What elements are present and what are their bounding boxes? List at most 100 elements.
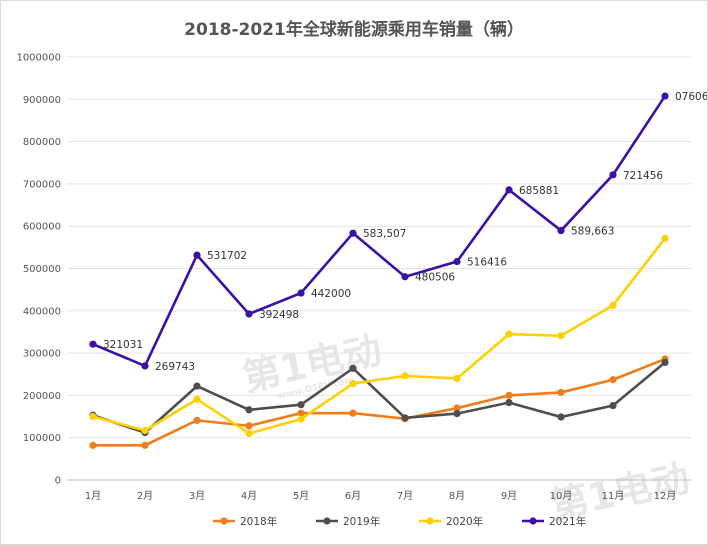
y-tick-label: 500000	[23, 264, 61, 275]
data-point	[661, 358, 669, 367]
y-tick-label: 100000	[23, 433, 61, 444]
data-label: 392498	[259, 309, 299, 321]
data-point	[609, 401, 617, 410]
grid-lines	[67, 56, 691, 481]
x-tick-label: 10月	[550, 490, 573, 502]
data-label: 721456	[623, 170, 663, 182]
data-point	[89, 340, 97, 348]
y-tick-label: 900000	[23, 95, 61, 106]
data-point	[297, 409, 305, 417]
data-point	[141, 362, 149, 370]
data-label: 531702	[207, 250, 247, 262]
data-point	[557, 226, 565, 235]
y-tick-label: 600000	[23, 222, 61, 233]
data-point	[245, 406, 253, 414]
x-tick-label: 12月	[654, 490, 677, 502]
legend: 2018年 2019年 2020年 2021年	[213, 515, 586, 528]
data-point	[661, 234, 669, 243]
data-point	[297, 289, 305, 297]
data-point	[401, 372, 409, 380]
x-tick-label: 8月	[449, 490, 465, 502]
x-tick-label: 7月	[397, 490, 413, 502]
series-line	[92, 237, 667, 435]
x-tick-label: 5月	[293, 490, 309, 502]
data-point	[609, 301, 617, 309]
legend-swatch-dot	[529, 517, 537, 525]
y-tick-label: 400000	[23, 306, 61, 317]
data-point	[245, 310, 253, 318]
data-point	[193, 395, 201, 403]
data-label: 480506	[415, 272, 455, 284]
data-point	[193, 382, 201, 390]
data-point	[609, 376, 617, 384]
data-label: 589,663	[571, 226, 614, 238]
data-label: 583,507	[363, 228, 406, 240]
data-point	[609, 171, 617, 179]
data-label: 442000	[311, 288, 351, 300]
x-tick-label: 4月	[241, 490, 257, 502]
data-point	[557, 332, 565, 340]
legend-item: 2018年	[213, 515, 277, 528]
data-point	[349, 364, 357, 372]
legend-item: 2021年	[522, 515, 586, 528]
data-point	[453, 257, 461, 266]
legend-label: 2019年	[343, 515, 380, 528]
data-point	[505, 330, 513, 338]
x-tick-label: 2月	[137, 490, 153, 502]
data-point	[505, 391, 513, 399]
data-point	[349, 229, 357, 237]
data-labels: 321031 269743 531702 392498 442000 583,507 480…	[103, 91, 707, 373]
chart-title: 2018-2021年全球新能源乘用车销量（辆）	[184, 20, 524, 40]
data-point	[453, 404, 461, 412]
data-point	[141, 426, 149, 435]
series-line	[92, 95, 667, 368]
data-point	[453, 374, 461, 383]
legend-label: 2020年	[446, 515, 483, 528]
data-label: 685881	[519, 185, 559, 197]
y-tick-label: 800000	[23, 137, 61, 148]
data-point	[349, 379, 357, 388]
data-label: 269743	[155, 361, 195, 373]
series-2020年	[89, 234, 669, 438]
legend-swatch-dot	[426, 517, 434, 525]
y-tick-label: 1000000	[16, 53, 61, 64]
data-point	[557, 388, 565, 397]
data-point	[89, 412, 97, 421]
legend-item: 2020年	[419, 515, 483, 528]
x-tick-label: 9月	[501, 490, 517, 502]
series-2019年	[89, 358, 669, 437]
data-point	[557, 413, 565, 421]
data-label: 516416	[467, 257, 507, 269]
data-point	[401, 414, 409, 422]
data-point	[193, 251, 201, 259]
legend-swatch-dot	[220, 517, 228, 525]
legend-swatch-dot	[323, 517, 331, 525]
data-point	[401, 273, 409, 281]
series-line	[92, 361, 666, 434]
data-point	[89, 441, 97, 449]
data-point	[505, 186, 513, 194]
data-point	[193, 416, 201, 424]
legend-label: 2021年	[549, 515, 586, 528]
data-point	[453, 409, 461, 418]
x-tick-label: 6月	[345, 490, 361, 502]
y-tick-label: 200000	[23, 391, 61, 402]
legend-label: 2018年	[240, 515, 277, 528]
x-tick-label: 3月	[189, 490, 205, 502]
data-point	[505, 398, 513, 407]
series-layer	[89, 92, 669, 449]
data-label: 321031	[103, 339, 143, 351]
data-point	[141, 441, 149, 449]
data-point	[297, 415, 305, 423]
data-label: 07606	[675, 91, 707, 103]
y-tick-label: 700000	[23, 179, 61, 190]
series-2021年	[89, 92, 669, 370]
y-axis: 0 100000 200000 300000 400000 500000 600000 700…	[16, 53, 61, 487]
x-axis: 1月 2月 3月 4月 5月 6月 7月 8月 9月 10月 11月 12月	[85, 490, 677, 502]
data-point	[245, 422, 253, 430]
y-tick-label: 300000	[23, 349, 61, 360]
data-point	[661, 92, 669, 100]
legend-item: 2019年	[316, 515, 380, 528]
data-point	[245, 429, 253, 438]
